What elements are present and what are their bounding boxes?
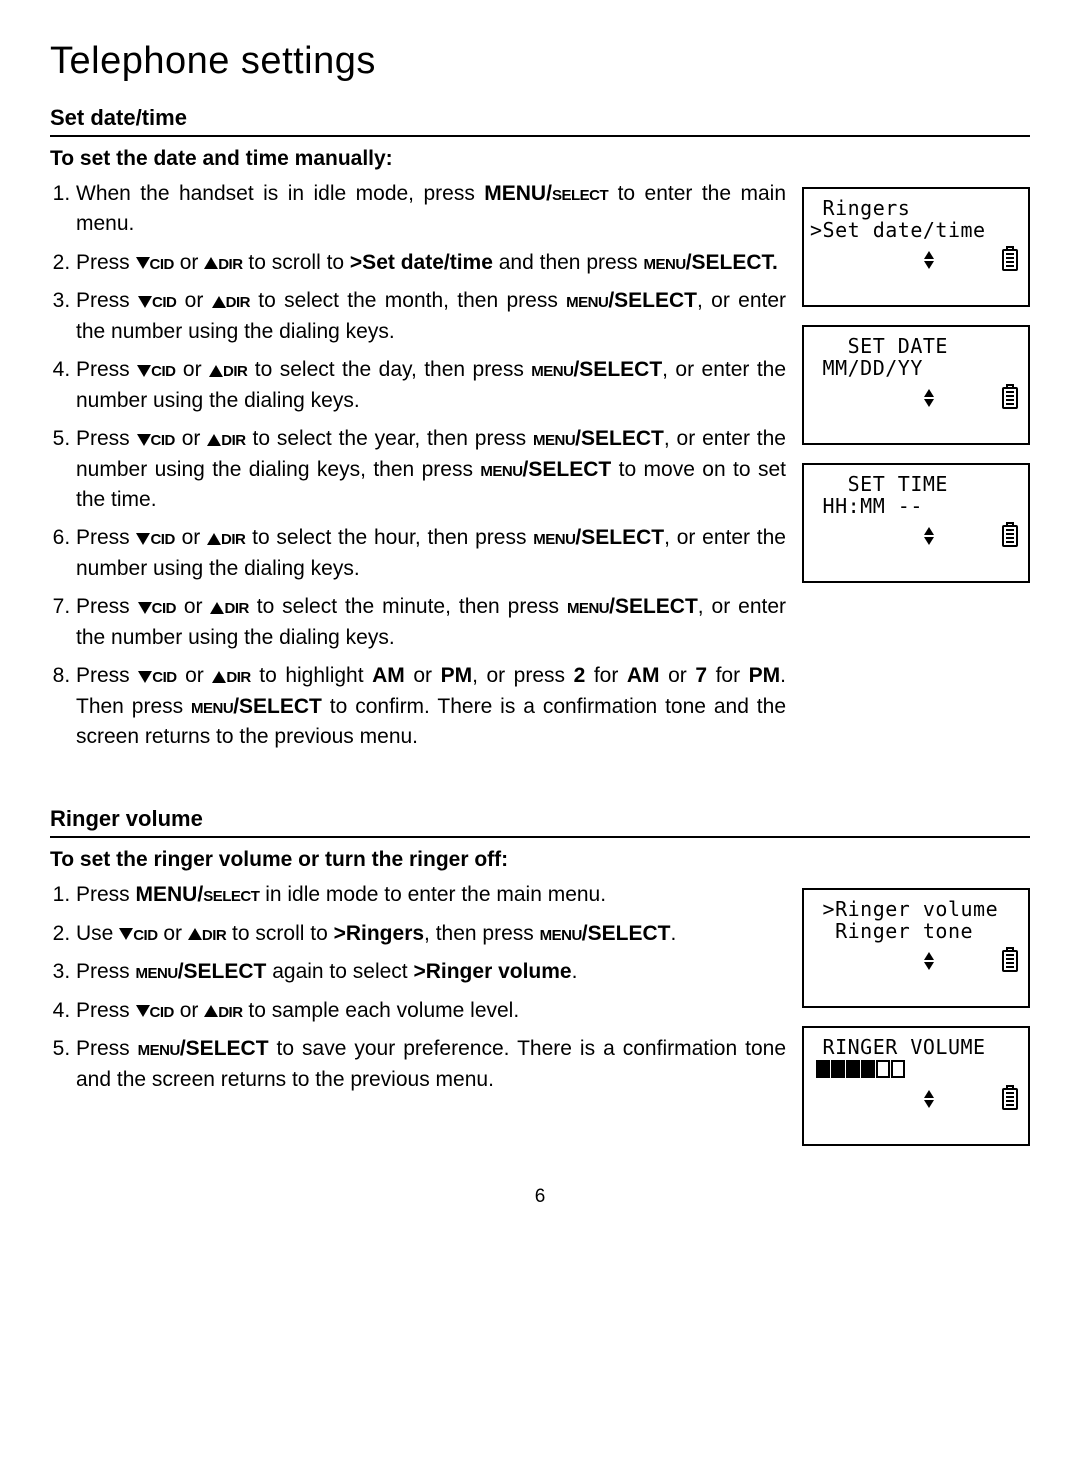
instructions-ringer: Press MENU/select in idle mode to enter … bbox=[50, 880, 802, 1103]
sub-header-ringer: To set the ringer volume or turn the rin… bbox=[50, 848, 1030, 872]
battery-icon bbox=[1002, 950, 1018, 972]
instructions-datetime: When the handset is in idle mode, press … bbox=[50, 179, 802, 760]
lcd-line: SET DATE bbox=[810, 335, 1022, 357]
down-arrow-icon bbox=[138, 296, 152, 308]
screens-datetime: Ringers >Set date/time SET DATE MM/DD/YY… bbox=[802, 187, 1030, 583]
lcd-line: >Set date/time bbox=[810, 219, 1022, 241]
up-arrow-icon bbox=[209, 365, 223, 377]
updown-icon bbox=[924, 251, 934, 269]
lcd-screen-3: SET TIME HH:MM -- bbox=[802, 463, 1030, 583]
step-4: Press cid or dir to select the day, then… bbox=[76, 355, 786, 416]
up-arrow-icon bbox=[188, 928, 202, 940]
down-arrow-icon bbox=[136, 257, 150, 269]
down-arrow-icon bbox=[136, 533, 150, 545]
step-1: When the handset is in idle mode, press … bbox=[76, 179, 786, 240]
step-r5: Press menu/SELECT to save your preferenc… bbox=[76, 1034, 786, 1095]
up-arrow-icon bbox=[207, 434, 221, 446]
up-arrow-icon bbox=[204, 257, 218, 269]
lcd-screen-2: SET DATE MM/DD/YY bbox=[802, 325, 1030, 445]
page-title: Telephone settings bbox=[50, 40, 1030, 83]
step-r1: Press MENU/select in idle mode to enter … bbox=[76, 880, 786, 910]
lcd-screen-1: Ringers >Set date/time bbox=[802, 187, 1030, 307]
lcd-screen-5: RINGER VOLUME bbox=[802, 1026, 1030, 1146]
updown-icon bbox=[924, 389, 934, 407]
battery-icon bbox=[1002, 249, 1018, 271]
up-arrow-icon bbox=[204, 1005, 218, 1017]
down-arrow-icon bbox=[137, 434, 151, 446]
step-r4: Press cid or dir to sample each volume l… bbox=[76, 996, 786, 1026]
lcd-screen-4: >Ringer volume Ringer tone bbox=[802, 888, 1030, 1008]
lcd-line: HH:MM -- bbox=[810, 495, 1022, 517]
step-3: Press cid or dir to select the month, th… bbox=[76, 286, 786, 347]
down-arrow-icon bbox=[138, 671, 152, 683]
sub-header-datetime: To set the date and time manually: bbox=[50, 147, 1030, 171]
down-arrow-icon bbox=[137, 365, 151, 377]
down-arrow-icon bbox=[119, 928, 133, 940]
lcd-line: MM/DD/YY bbox=[810, 357, 1022, 379]
volume-bars bbox=[816, 1060, 1022, 1078]
step-5: Press cid or dir to select the year, the… bbox=[76, 424, 786, 515]
up-arrow-icon bbox=[212, 296, 226, 308]
step-8: Press cid or dir to highlight AM or PM, … bbox=[76, 661, 786, 752]
up-arrow-icon bbox=[210, 602, 224, 614]
battery-icon bbox=[1002, 525, 1018, 547]
battery-icon bbox=[1002, 387, 1018, 409]
lcd-line: Ringer tone bbox=[810, 920, 1022, 942]
lcd-line: SET TIME bbox=[810, 473, 1022, 495]
section-header-datetime: Set date/time bbox=[50, 105, 1030, 137]
updown-icon bbox=[924, 1090, 934, 1108]
page-number: 6 bbox=[50, 1186, 1030, 1208]
step-r2: Use cid or dir to scroll to >Ringers, th… bbox=[76, 919, 786, 949]
step-6: Press cid or dir to select the hour, the… bbox=[76, 523, 786, 584]
up-arrow-icon bbox=[212, 671, 226, 683]
lcd-line: >Ringer volume bbox=[810, 898, 1022, 920]
section-header-ringer: Ringer volume bbox=[50, 806, 1030, 838]
battery-icon bbox=[1002, 1088, 1018, 1110]
down-arrow-icon bbox=[138, 602, 152, 614]
up-arrow-icon bbox=[207, 533, 221, 545]
down-arrow-icon bbox=[136, 1005, 150, 1017]
updown-icon bbox=[924, 952, 934, 970]
lcd-line: Ringers bbox=[810, 197, 1022, 219]
step-2: Press cid or dir to scroll to >Set date/… bbox=[76, 248, 786, 278]
screens-ringer: >Ringer volume Ringer tone RINGER VOLUME bbox=[802, 888, 1030, 1146]
step-7: Press cid or dir to select the minute, t… bbox=[76, 592, 786, 653]
step-r3: Press menu/SELECT again to select >Ringe… bbox=[76, 957, 786, 987]
lcd-line: RINGER VOLUME bbox=[810, 1036, 1022, 1058]
updown-icon bbox=[924, 527, 934, 545]
